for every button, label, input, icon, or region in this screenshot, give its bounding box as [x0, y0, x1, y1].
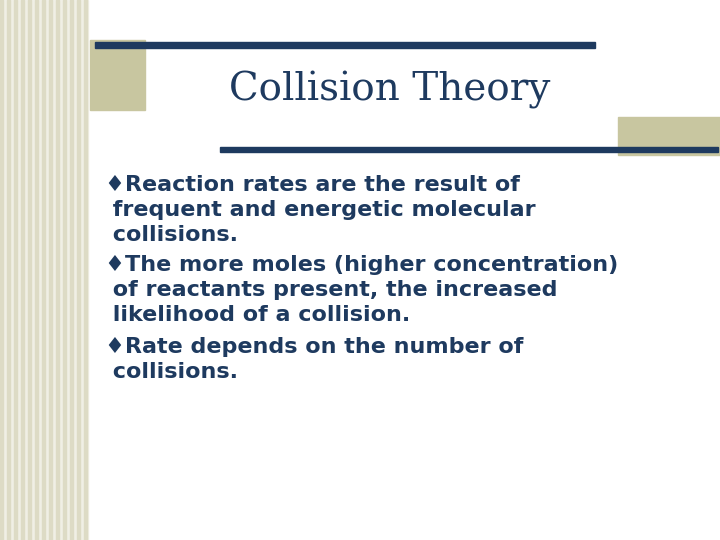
Bar: [21, 0, 24, 540]
Bar: [77, 0, 80, 540]
Text: Collision Theory: Collision Theory: [229, 71, 551, 109]
Text: frequent and energetic molecular: frequent and energetic molecular: [105, 200, 536, 220]
Bar: [220, 147, 718, 152]
Bar: [0, 0, 88, 540]
Text: collisions.: collisions.: [105, 362, 238, 382]
Text: ♦The more moles (higher concentration): ♦The more moles (higher concentration): [105, 255, 618, 275]
Bar: [618, 117, 720, 155]
Bar: [63, 0, 66, 540]
Text: likelihood of a collision.: likelihood of a collision.: [105, 305, 410, 325]
Text: ♦Rate depends on the number of: ♦Rate depends on the number of: [105, 337, 523, 357]
Text: of reactants present, the increased: of reactants present, the increased: [105, 280, 557, 300]
Bar: [14, 0, 17, 540]
Bar: [7, 0, 10, 540]
Bar: [0, 0, 3, 540]
Text: ♦Reaction rates are the result of: ♦Reaction rates are the result of: [105, 175, 520, 195]
Text: collisions.: collisions.: [105, 225, 238, 245]
Bar: [49, 0, 52, 540]
Bar: [35, 0, 38, 540]
Bar: [28, 0, 31, 540]
Bar: [42, 0, 45, 540]
Bar: [70, 0, 73, 540]
Bar: [84, 0, 87, 540]
Bar: [95, 42, 595, 48]
Bar: [56, 0, 59, 540]
Bar: [90, 40, 145, 110]
